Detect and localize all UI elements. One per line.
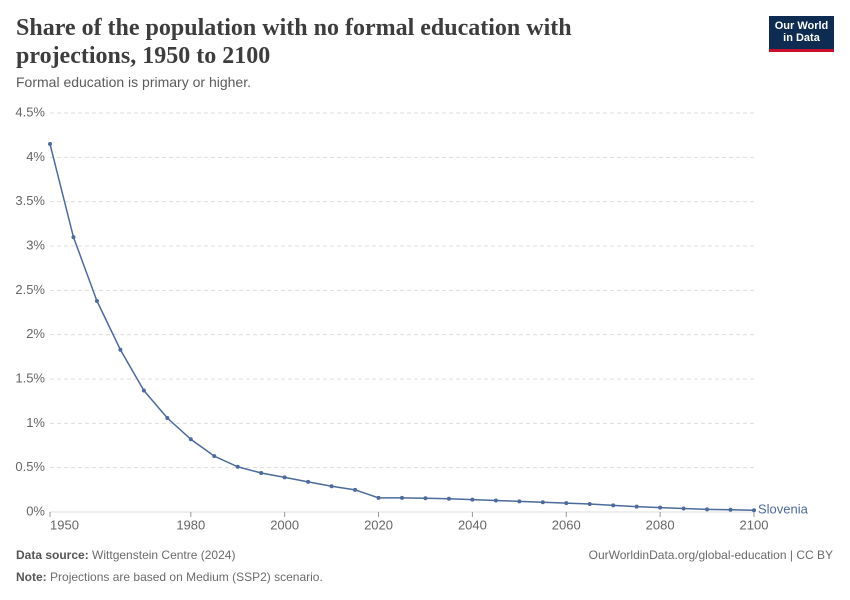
x-tick-label: 2000: [270, 517, 299, 532]
note-label: Note:: [16, 570, 47, 584]
point: [188, 437, 193, 442]
point: [212, 454, 217, 459]
source-label: Data source:: [16, 548, 89, 562]
x-tick-label: 2080: [646, 517, 675, 532]
point: [259, 470, 264, 475]
y-tick-label: 2%: [26, 326, 45, 341]
point: [728, 507, 733, 512]
logo-line: in Data: [783, 32, 820, 44]
point: [141, 388, 146, 393]
source-text: Wittgenstein Centre (2024): [92, 548, 236, 562]
point: [705, 507, 710, 512]
point: [611, 503, 616, 508]
point: [376, 495, 381, 500]
x-tick-label: 2100: [740, 517, 769, 532]
logo[interactable]: Our World in Data: [769, 16, 834, 52]
point: [353, 487, 358, 492]
point: [493, 498, 498, 503]
point: [306, 479, 311, 484]
y-tick-label: 1.5%: [15, 370, 45, 385]
point: [587, 502, 592, 507]
point: [71, 235, 76, 240]
point: [282, 475, 287, 480]
chart-title: Share of the population with no formal e…: [16, 15, 572, 69]
point: [423, 496, 428, 501]
point: [48, 142, 52, 147]
x-tick-label: 2040: [458, 517, 487, 532]
y-tick-label: 2.5%: [15, 282, 45, 297]
chart-subtitle: Formal education is primary or higher.: [16, 74, 251, 90]
point: [634, 504, 639, 509]
point: [235, 464, 240, 469]
y-tick-label: 1%: [26, 415, 45, 430]
point: [681, 506, 686, 511]
y-tick-label: 3%: [26, 237, 45, 252]
y-tick-label: 4.5%: [15, 104, 45, 119]
y-tick-label: 3.5%: [15, 193, 45, 208]
point: [470, 497, 475, 502]
x-tick-label: 2020: [364, 517, 393, 532]
x-tick-label: 1980: [176, 517, 205, 532]
point: [118, 347, 123, 352]
x-tick-label: 1950: [50, 517, 79, 532]
source: Data source: Wittgenstein Centre (2024): [16, 548, 235, 562]
series-label: Slovenia: [758, 502, 809, 517]
note-text: Projections are based on Medium (SSP2) s…: [50, 570, 323, 584]
y-tick-label: 0.5%: [15, 459, 45, 474]
note: Note: Projections are based on Medium (S…: [16, 570, 323, 584]
point: [446, 496, 451, 501]
y-tick-label: 4%: [26, 149, 45, 164]
logo-line: Our World: [774, 20, 829, 32]
point: [564, 501, 569, 506]
point: [540, 500, 545, 505]
point: [517, 499, 522, 504]
line: [49, 143, 755, 511]
chart: 0% 0.5% 1% 1.5% 2% 2.5% 3% 3.5% 4% 4.5% 1950 1980 20…: [15, 104, 809, 532]
point: [165, 416, 170, 421]
point: [400, 495, 404, 500]
y-tick-label: 0%: [26, 503, 45, 518]
point: [658, 505, 663, 510]
point: [94, 298, 99, 303]
point: [329, 484, 334, 489]
url[interactable]: OurWorldinData.org/global-education | CC…: [588, 548, 833, 562]
x-tick-label: 2060: [552, 517, 581, 532]
point: [752, 508, 756, 513]
